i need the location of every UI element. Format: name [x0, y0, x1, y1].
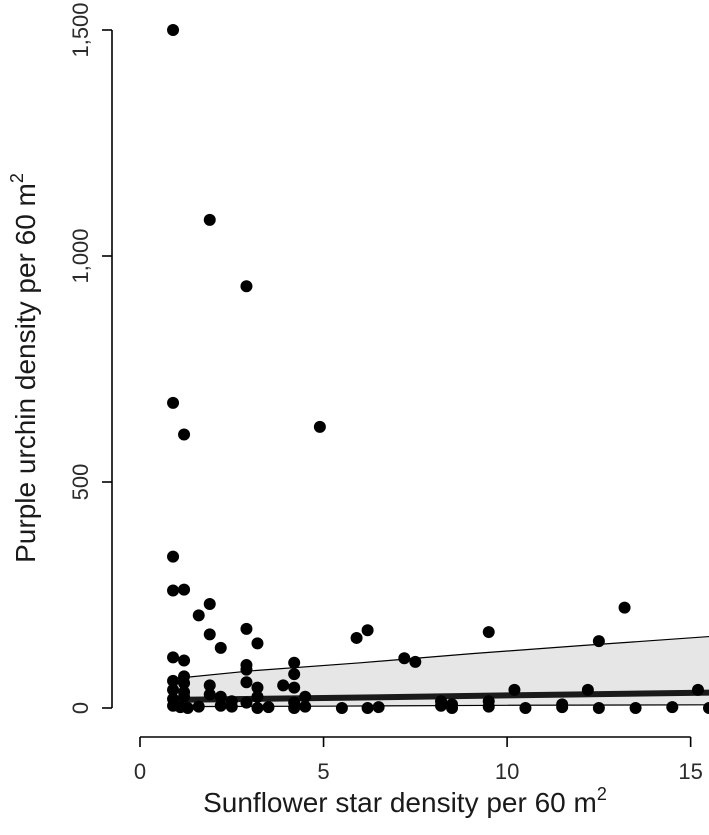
y-tick-label: 1,500	[68, 2, 93, 57]
data-point	[193, 609, 205, 621]
data-point	[582, 684, 594, 696]
x-tick-label: 5	[317, 759, 329, 784]
data-point	[288, 702, 300, 714]
x-tick-label: 0	[134, 759, 146, 784]
data-point	[182, 702, 194, 714]
data-point	[593, 702, 605, 714]
data-point	[314, 421, 326, 433]
x-axis-title-text: Sunflower star density per 60 m	[203, 787, 597, 818]
y-tick-label: 1,000	[68, 228, 93, 283]
data-point	[240, 664, 252, 676]
x-tick-label: 10	[495, 759, 519, 784]
data-point	[178, 429, 190, 441]
y-axis-title-superscript: 2	[7, 173, 27, 183]
data-point	[240, 676, 252, 688]
data-point	[226, 701, 238, 713]
data-point	[362, 624, 374, 636]
data-point	[288, 682, 300, 694]
data-point	[204, 598, 216, 610]
data-point	[178, 584, 190, 596]
data-point	[666, 701, 678, 713]
y-axis-title-text: Purple urchin density per 60 m	[10, 183, 41, 563]
data-point	[593, 635, 605, 647]
data-point	[483, 701, 495, 713]
data-point	[446, 702, 458, 714]
data-point	[398, 652, 410, 664]
data-point	[692, 684, 704, 696]
data-point	[299, 701, 311, 713]
data-point	[251, 702, 263, 714]
data-point	[251, 637, 263, 649]
data-point	[409, 656, 421, 668]
data-point	[167, 584, 179, 596]
data-point	[288, 668, 300, 680]
data-point	[362, 702, 374, 714]
data-point	[167, 551, 179, 563]
data-point	[508, 684, 520, 696]
data-point	[215, 700, 227, 712]
data-point	[193, 701, 205, 713]
data-point	[204, 214, 216, 226]
data-point	[288, 657, 300, 669]
x-tick-label: 15	[678, 759, 702, 784]
data-point	[167, 397, 179, 409]
data-point	[277, 679, 289, 691]
y-axis: 0 500 1,000 1,500	[68, 2, 112, 714]
data-point	[167, 24, 179, 36]
data-point	[251, 691, 263, 703]
data-point	[240, 280, 252, 292]
data-point	[240, 623, 252, 635]
data-point	[204, 688, 216, 700]
data-point	[167, 651, 179, 663]
data-point	[373, 701, 385, 713]
data-point	[435, 700, 447, 712]
data-point	[215, 642, 227, 654]
x-axis: 0 5 10 15	[134, 737, 703, 784]
x-axis-title: Sunflower star density per 60 m2	[203, 784, 607, 818]
data-point	[204, 628, 216, 640]
data-point	[178, 655, 190, 667]
data-point	[351, 632, 363, 644]
data-point	[619, 602, 631, 614]
data-point	[483, 626, 495, 638]
data-points-layer	[167, 24, 709, 714]
x-axis-title-superscript: 2	[597, 784, 607, 804]
data-point	[630, 702, 642, 714]
data-point	[262, 701, 274, 713]
y-tick-label: 0	[68, 702, 93, 714]
data-point	[336, 702, 348, 714]
y-axis-title: Purple urchin density per 60 m2	[7, 173, 41, 563]
data-point	[556, 701, 568, 713]
data-point	[178, 691, 190, 703]
y-tick-label: 500	[68, 464, 93, 501]
data-point	[519, 702, 531, 714]
data-point	[240, 697, 252, 709]
